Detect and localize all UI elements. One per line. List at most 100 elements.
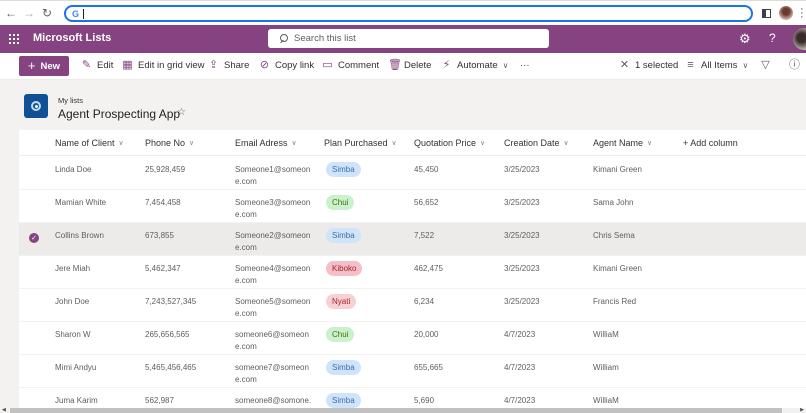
checkmark-icon[interactable]: ✓ [29, 233, 39, 243]
side-panel-icon[interactable] [762, 9, 771, 18]
cell-email: someone7@someone.com [235, 363, 309, 384]
address-bar[interactable]: G [64, 5, 753, 22]
search-icon [279, 34, 288, 43]
view-switcher[interactable]: ≡ All Items ∨ [685, 60, 748, 72]
grid-header: Name of Client ∨ Phone No ∨ Email Adress ∨ … [19, 130, 806, 156]
table-row[interactable]: John Doe 7,243,527,345 Someone5@someone.co… [19, 289, 806, 322]
automate-icon: ⚡ [442, 59, 451, 71]
cell-client-name[interactable]: Jere Miah [55, 264, 91, 273]
browser-profile-avatar[interactable] [779, 6, 793, 20]
cell-client-name[interactable]: Juma Karim [55, 396, 98, 405]
edit-grid-label: Edit in grid view [138, 60, 205, 71]
plan-badge: Simba [326, 162, 361, 177]
add-column-button[interactable]: + Add column [683, 138, 738, 148]
cell-price: 6,234 [414, 297, 435, 306]
grid-icon: ▦ [122, 59, 133, 71]
reload-icon[interactable]: ↻ [41, 6, 53, 20]
cell-date: 4/7/2023 [504, 396, 536, 405]
plan-badge: Simba [326, 393, 361, 408]
edit-label: Edit [97, 60, 114, 71]
cell-email: Someone3@someone.com [235, 198, 311, 219]
chevron-down-icon: ∨ [189, 140, 195, 147]
help-icon[interactable]: ? [769, 31, 776, 45]
share-button[interactable]: ⇪ Share [208, 59, 250, 72]
app-launcher-icon[interactable] [9, 34, 19, 44]
table-row[interactable]: Jere Miah 5,462,347 Someone4@someone.com Ki… [19, 256, 806, 289]
forward-arrow-icon[interactable]: → [23, 6, 35, 20]
cell-client-name[interactable]: Collins Brown [55, 231, 104, 240]
column-header-email[interactable]: Email Adress ∨ [235, 138, 297, 148]
filter-button[interactable]: ▽ [760, 60, 771, 71]
info-button[interactable]: ⓘ [789, 60, 800, 71]
cell-phone: 7,243,527,345 [145, 297, 197, 306]
cell-price: 462,475 [414, 264, 443, 273]
chevron-down-icon: ∨ [563, 140, 569, 147]
cell-agent: WilliaM [593, 396, 619, 405]
share-icon: ⇪ [208, 59, 219, 71]
chevron-down-icon: ∨ [502, 61, 509, 70]
column-header-price[interactable]: Quotation Price ∨ [414, 138, 486, 148]
browser-menu-icon[interactable]: · · · [800, 3, 804, 23]
cell-client-name[interactable]: Linda Doe [55, 165, 92, 174]
new-label: New [40, 60, 61, 72]
cell-client-name[interactable]: Mamian White [55, 198, 107, 207]
cell-email: Someone2@someone.com [235, 231, 311, 252]
cell-agent: Kimani Green [593, 165, 642, 174]
cell-date: 3/25/2023 [504, 198, 540, 207]
back-arrow-icon[interactable]: ← [5, 6, 17, 20]
copy-link-label: Copy link [275, 60, 315, 71]
delete-label: Delete [404, 60, 432, 71]
edit-grid-view-button[interactable]: ▦ Edit in grid view [122, 59, 205, 72]
cell-agent: William [593, 363, 619, 372]
chevron-down-icon: ∨ [647, 140, 653, 147]
cell-client-name[interactable]: Sharon W [55, 330, 91, 339]
column-header-plan[interactable]: Plan Purchased ∨ [324, 138, 397, 148]
clear-selection-button[interactable]: ✕ 1 selected [619, 60, 679, 72]
cell-client-name[interactable]: Mimi Andyu [55, 363, 97, 372]
cell-price: 56,652 [414, 198, 439, 207]
plus-icon: + [27, 58, 36, 73]
breadcrumb[interactable]: My lists [58, 96, 83, 105]
edit-button[interactable]: ✎ Edit [81, 60, 114, 72]
cell-date: 3/25/2023 [504, 297, 540, 306]
column-header-phone[interactable]: Phone No ∨ [145, 138, 195, 148]
delete-button[interactable]: 🗑 Delete [388, 60, 432, 72]
column-header-name[interactable]: Name of Client ∨ [55, 138, 124, 148]
automate-button[interactable]: ⚡ Automate ∨ [441, 59, 509, 72]
star-icon[interactable]: ☆ [177, 107, 186, 118]
copy-link-button[interactable]: ⊘ Copy link [259, 60, 315, 72]
cell-phone: 673,855 [145, 231, 174, 240]
column-header-agent[interactable]: Agent Name ∨ [593, 138, 653, 148]
scroll-right-icon[interactable]: ▶ [800, 407, 804, 413]
share-label: Share [224, 60, 250, 71]
horizontal-scrollbar[interactable]: ◀ ▶ [0, 407, 806, 413]
avatar[interactable] [793, 28, 806, 50]
plan-badge: Chui [326, 327, 355, 342]
new-button[interactable]: + New [19, 56, 69, 76]
google-icon: G [72, 8, 80, 19]
gear-icon[interactable]: ⚙ [739, 31, 751, 46]
cell-price: 45,450 [414, 165, 439, 174]
table-row[interactable]: Mimi Andyu 5,465,456,465 someone7@someone.… [19, 355, 806, 388]
table-row[interactable]: Linda Doe 25,928,459 Someone1@someone.com S… [19, 157, 806, 190]
filter-icon: ▽ [761, 59, 770, 71]
table-row[interactable]: Sharon W 265,656,565 someone6@someone.com C… [19, 322, 806, 355]
cell-price: 655,665 [414, 363, 443, 372]
cell-client-name[interactable]: John Doe [55, 297, 90, 306]
more-button[interactable]: ··· [520, 60, 530, 71]
cell-phone: 5,465,456,465 [145, 363, 197, 372]
plan-badge: Chui [326, 195, 355, 210]
scroll-left-icon[interactable]: ◀ [2, 407, 6, 413]
cell-agent: Kimani Green [593, 264, 642, 273]
cell-date: 4/7/2023 [504, 363, 536, 372]
chevron-down-icon: ∨ [480, 140, 486, 147]
selected-count: 1 selected [635, 60, 679, 71]
scrollbar-thumb[interactable] [10, 408, 782, 413]
table-row[interactable]: ✓ Collins Brown 673,855 Someone2@someone.co… [19, 223, 806, 256]
plan-badge: Nyati [326, 294, 357, 309]
column-header-date[interactable]: Creation Date ∨ [504, 138, 569, 148]
comment-button[interactable]: ▭ Comment [322, 60, 379, 72]
app-title[interactable]: Microsoft Lists [33, 32, 112, 44]
table-row[interactable]: Mamian White 7,454,458 Someone3@someone.co… [19, 190, 806, 223]
search-input[interactable]: Search this list [268, 29, 549, 48]
